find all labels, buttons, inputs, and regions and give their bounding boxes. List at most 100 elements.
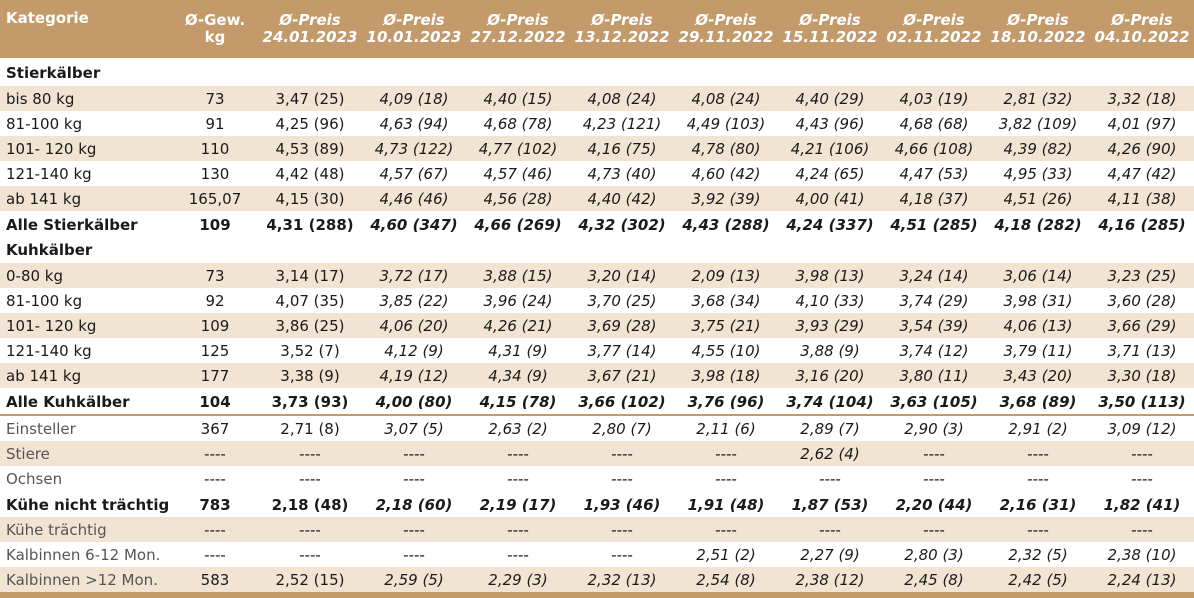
table-row-total: Alle Kuhkälber 104 3,73 (93) 4,00 (80) 4,15 … <box>0 388 1194 415</box>
cell-price: 4,03 (19) <box>882 86 986 111</box>
cell-price: 3,79 (11) <box>986 338 1090 363</box>
cell-price: 4,06 (20) <box>362 313 466 338</box>
cell-price: 4,42 (48) <box>258 161 362 186</box>
table-row: Kalbinnen 6-12 Mon. ---- ---- ---- ---- ---- 2… <box>0 542 1194 567</box>
cell-price: 3,98 (13) <box>778 263 882 288</box>
row-label: bis 80 kg <box>0 86 172 111</box>
cell-price: 3,63 (105) <box>882 388 986 415</box>
cell-price: 4,00 (80) <box>362 388 466 415</box>
cell-price: 3,32 (18) <box>1090 86 1194 111</box>
cell-price: ---- <box>466 542 570 567</box>
cell-price: 2,18 (60) <box>362 491 466 517</box>
header-preis-10: Ø-Preis 04.10.2022 <box>1090 0 1194 60</box>
cell-price: 3,80 (11) <box>882 363 986 389</box>
header-preis-3: Ø-Preis 10.01.2023 <box>362 0 466 60</box>
cell-price: 4,23 (121) <box>570 111 674 136</box>
cell-price: 4,06 (13) <box>986 313 1090 338</box>
cell-price: 3,74 (12) <box>882 338 986 363</box>
cell-price: 2,18 (48) <box>258 491 362 517</box>
cell-price: 4,40 (29) <box>778 86 882 111</box>
row-label: Ochsen <box>0 466 172 492</box>
row-label: 101- 120 kg <box>0 313 172 338</box>
cell-price: 3,24 (14) <box>882 263 986 288</box>
table-row-total: Alle Stierkälber 109 4,31 (288) 4,60 (347) 4… <box>0 211 1194 237</box>
header-line1: Ø-Preis <box>591 11 653 29</box>
cell-price: 1,91 (48) <box>674 491 778 517</box>
cell-price: 2,32 (13) <box>570 567 674 592</box>
cell-price: ---- <box>986 517 1090 542</box>
cell-price: 4,08 (24) <box>674 86 778 111</box>
section-title: Kuhkälber <box>0 237 1194 263</box>
cell-price: ---- <box>674 517 778 542</box>
cell-price: 4,15 (30) <box>258 186 362 212</box>
cell-price: 4,40 (42) <box>570 186 674 212</box>
cell-price: 4,16 (285) <box>1090 211 1194 237</box>
cell-price: 2,63 (2) <box>466 414 570 441</box>
cell-price: 4,00 (41) <box>778 186 882 212</box>
cell-price: 2,80 (3) <box>882 542 986 567</box>
row-label: Kalbinnen 6-12 Mon. <box>0 542 172 567</box>
row-label: ab 141 kg <box>0 363 172 389</box>
header-line1: Ø-Preis <box>487 11 549 29</box>
cell-price: ---- <box>570 466 674 492</box>
row-label: Alle Kuhkälber <box>0 388 172 415</box>
cell-price: 2,91 (2) <box>986 414 1090 441</box>
cell-price: 4,47 (53) <box>882 161 986 186</box>
header-line1: Ø-Preis <box>903 11 965 29</box>
cell-price: ---- <box>362 542 466 567</box>
table-row: 81-100 kg 91 4,25 (96) 4,63 (94) 4,68 (78) 4,… <box>0 111 1194 136</box>
table-header: Kategorie Ø-Gew. kg Ø-Preis 24.01.2023 Ø-Prei… <box>0 0 1194 60</box>
cell-price: ---- <box>1090 441 1194 466</box>
cell-price: 4,63 (94) <box>362 111 466 136</box>
cell-price: 4,40 (15) <box>466 86 570 111</box>
cell-price: 4,43 (96) <box>778 111 882 136</box>
cell-price: 4,01 (97) <box>1090 111 1194 136</box>
cell-price: 3,07 (5) <box>362 414 466 441</box>
header-line2: 18.10.2022 <box>990 28 1086 46</box>
header-line1: Ø-Preis <box>1111 11 1173 29</box>
cell-price: 4,46 (46) <box>362 186 466 212</box>
cell-price: 4,78 (80) <box>674 136 778 161</box>
cell-price: 4,51 (285) <box>882 211 986 237</box>
header-preis-8: Ø-Preis 02.11.2022 <box>882 0 986 60</box>
cell-price: 3,14 (17) <box>258 263 362 288</box>
cell-price: 4,31 (288) <box>258 211 362 237</box>
cell-price: 4,66 (108) <box>882 136 986 161</box>
cell-price: 2,90 (3) <box>882 414 986 441</box>
cell-price: ---- <box>570 517 674 542</box>
cell-price: 3,88 (9) <box>778 338 882 363</box>
header-line1: Ø-Preis <box>799 11 861 29</box>
cell-price: ---- <box>466 441 570 466</box>
cell-price: 4,10 (33) <box>778 288 882 313</box>
cell-price: 1,87 (53) <box>778 491 882 517</box>
cell-price: ---- <box>362 517 466 542</box>
cell-weight: 125 <box>172 338 258 363</box>
header-line2: 27.12.2022 <box>470 28 566 46</box>
cell-price: 4,56 (28) <box>466 186 570 212</box>
cell-weight: 583 <box>172 567 258 592</box>
cell-price: 4,19 (12) <box>362 363 466 389</box>
cell-weight: 367 <box>172 414 258 441</box>
cell-price: 4,66 (269) <box>466 211 570 237</box>
cell-weight: 177 <box>172 363 258 389</box>
table-row: 101- 120 kg 109 3,86 (25) 4,06 (20) 4,26 (21… <box>0 313 1194 338</box>
cell-price: 2,19 (17) <box>466 491 570 517</box>
cell-weight: 783 <box>172 491 258 517</box>
cell-price: 2,29 (3) <box>466 567 570 592</box>
cell-price: 2,09 (13) <box>674 263 778 288</box>
cell-price: 4,49 (103) <box>674 111 778 136</box>
cell-price: 3,74 (29) <box>882 288 986 313</box>
cell-price: 3,50 (113) <box>1090 388 1194 415</box>
header-line2: 10.01.2023 <box>366 28 462 46</box>
cell-price: ---- <box>778 466 882 492</box>
cell-price: 2,16 (31) <box>986 491 1090 517</box>
cell-weight: 92 <box>172 288 258 313</box>
cell-price: 3,73 (93) <box>258 388 362 415</box>
table-row: 101- 120 kg 110 4,53 (89) 4,73 (122) 4,77 (1… <box>0 136 1194 161</box>
header-line1: Ø-Preis <box>279 11 341 29</box>
cell-price: 3,77 (14) <box>570 338 674 363</box>
cell-price: 2,59 (5) <box>362 567 466 592</box>
cell-price: 2,27 (9) <box>778 542 882 567</box>
table-row: bis 80 kg 73 3,47 (25) 4,09 (18) 4,40 (15) 4,… <box>0 86 1194 111</box>
table-row: 121-140 kg 130 4,42 (48) 4,57 (67) 4,57 (46)… <box>0 161 1194 186</box>
